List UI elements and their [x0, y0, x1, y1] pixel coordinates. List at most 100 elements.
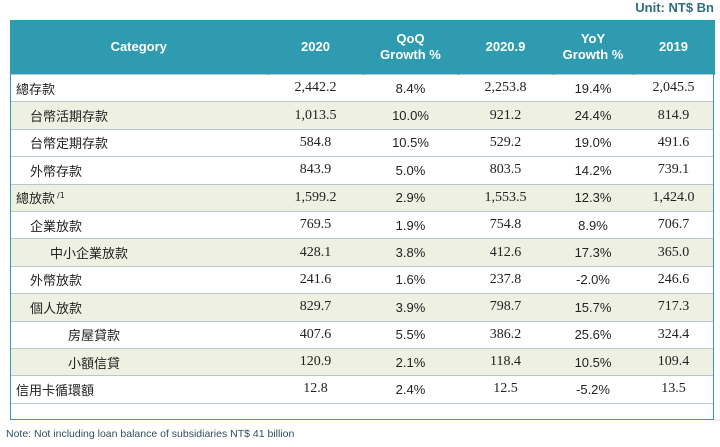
cell-2020: 120.9 [268, 347, 363, 376]
table-row: 企業放款 769.5 1.9% 754.8 8.9% 706.7 [10, 210, 714, 239]
footnote: Note: Not including loan balance of subs… [6, 428, 295, 440]
cell-qoq: 1.6% [363, 265, 458, 294]
cell-2020: 1,013.5 [268, 101, 363, 130]
cell-2020-9: 12.5 [458, 375, 553, 404]
cell-2020: 829.7 [268, 293, 363, 322]
cell-yoy: 8.9% [553, 210, 633, 239]
cell-2020: 843.9 [268, 156, 363, 185]
cell-2020-9: 529.2 [458, 128, 553, 157]
cell-yoy: 19.4% [553, 73, 633, 102]
row-category: 總放款/1 [10, 183, 268, 212]
table-row: 房屋貸款 407.6 5.5% 386.2 25.6% 324.4 [10, 320, 714, 349]
cell-yoy: -5.2% [553, 375, 633, 404]
cell-2020-9: 118.4 [458, 347, 553, 376]
cell-2020: 2,442.2 [268, 73, 363, 102]
cell-2020-9: 237.8 [458, 265, 553, 294]
row-category: 外幣存款 [10, 156, 268, 185]
cell-2020: 407.6 [268, 320, 363, 349]
cell-2019: 13.5 [633, 375, 714, 404]
row-category: 中小企業放款 [10, 238, 268, 267]
cell-2020: 241.6 [268, 265, 363, 294]
cell-2019: 814.9 [633, 101, 714, 130]
cell-qoq: 3.9% [363, 293, 458, 322]
cell-2019: 1,424.0 [633, 183, 714, 212]
row-category: 小額信貸 [10, 347, 268, 376]
table-row: 總放款/1 1,599.2 2.9% 1,553.5 12.3% 1,424.0 [10, 183, 714, 212]
table-body: 總存款 2,442.2 8.4% 2,253.8 19.4% 2,045.5 台… [10, 73, 714, 404]
cell-2020-9: 921.2 [458, 101, 553, 130]
cell-qoq: 2.1% [363, 347, 458, 376]
cell-2020-9: 412.6 [458, 238, 553, 267]
cell-yoy: 12.3% [553, 183, 633, 212]
cell-2019: 2,045.5 [633, 73, 714, 102]
deposits-loans-table: Category 2020 QoQ Growth % 2020.9 YoY Gr… [10, 20, 715, 404]
row-category: 外幣放款 [10, 265, 268, 294]
cell-2019: 324.4 [633, 320, 714, 349]
table-row: 台幣定期存款 584.8 10.5% 529.2 19.0% 491.6 [10, 128, 714, 157]
table-row: 外幣放款 241.6 1.6% 237.8 -2.0% 246.6 [10, 265, 714, 294]
cell-2020-9: 2,253.8 [458, 73, 553, 102]
table-row: 信用卡循環額 12.8 2.4% 12.5 -5.2% 13.5 [10, 375, 714, 404]
header-2019: 2019 [633, 20, 715, 75]
row-category: 台幣活期存款 [10, 101, 268, 130]
cell-yoy: 19.0% [553, 128, 633, 157]
unit-label: Unit: NT$ Bn [635, 0, 714, 15]
cell-2020: 12.8 [268, 375, 363, 404]
cell-qoq: 5.5% [363, 320, 458, 349]
cell-2020: 769.5 [268, 210, 363, 239]
header-qoq-line1: QoQ [396, 31, 425, 46]
cell-yoy: 14.2% [553, 156, 633, 185]
cell-yoy: 24.4% [553, 101, 633, 130]
table-row: 台幣活期存款 1,013.5 10.0% 921.2 24.4% 814.9 [10, 101, 714, 130]
footnote-marker: /1 [57, 190, 65, 200]
row-category: 房屋貸款 [10, 320, 268, 349]
row-category: 台幣定期存款 [10, 128, 268, 157]
header-2020-9: 2020.9 [458, 20, 554, 75]
header-yoy-line2: Growth % [562, 47, 624, 62]
cell-2020: 1,599.2 [268, 183, 363, 212]
cell-2019: 109.4 [633, 347, 714, 376]
cell-2019: 365.0 [633, 238, 714, 267]
table-row: 總存款 2,442.2 8.4% 2,253.8 19.4% 2,045.5 [10, 73, 714, 102]
row-category: 企業放款 [10, 210, 268, 239]
header-yoy: YoY Growth % [553, 20, 634, 75]
header-yoy-line1: YoY [580, 31, 606, 46]
header-2020: 2020 [268, 20, 364, 75]
table-header: Category 2020 QoQ Growth % 2020.9 YoY Gr… [10, 20, 715, 75]
table-row: 外幣存款 843.9 5.0% 803.5 14.2% 739.1 [10, 156, 714, 185]
table-row: 中小企業放款 428.1 3.8% 412.6 17.3% 365.0 [10, 238, 714, 267]
cell-2019: 246.6 [633, 265, 714, 294]
row-category: 總存款 [10, 73, 268, 102]
cell-qoq: 10.0% [363, 101, 458, 130]
cell-2020-9: 1,553.5 [458, 183, 553, 212]
cell-qoq: 10.5% [363, 128, 458, 157]
cell-2019: 717.3 [633, 293, 714, 322]
row-category: 信用卡循環額 [10, 375, 268, 404]
cell-yoy: 15.7% [553, 293, 633, 322]
cell-2019: 491.6 [633, 128, 714, 157]
row-category: 個人放款 [10, 293, 268, 322]
cell-qoq: 8.4% [363, 73, 458, 102]
cell-2019: 739.1 [633, 156, 714, 185]
cell-2020-9: 386.2 [458, 320, 553, 349]
cell-2020-9: 798.7 [458, 293, 553, 322]
cell-qoq: 1.9% [363, 210, 458, 239]
cell-qoq: 2.9% [363, 183, 458, 212]
cell-qoq: 2.4% [363, 375, 458, 404]
cell-yoy: -2.0% [553, 265, 633, 294]
table-row: 個人放款 829.7 3.9% 798.7 15.7% 717.3 [10, 293, 714, 322]
cell-qoq: 3.8% [363, 238, 458, 267]
cell-yoy: 17.3% [553, 238, 633, 267]
cell-2020: 428.1 [268, 238, 363, 267]
cell-2019: 706.7 [633, 210, 714, 239]
cell-2020-9: 754.8 [458, 210, 553, 239]
cell-2020: 584.8 [268, 128, 363, 157]
cell-yoy: 25.6% [553, 320, 633, 349]
cell-qoq: 5.0% [363, 156, 458, 185]
cell-yoy: 10.5% [553, 347, 633, 376]
header-category: Category [10, 20, 269, 75]
cell-2020-9: 803.5 [458, 156, 553, 185]
row-category-label: 總放款 [16, 192, 56, 208]
header-qoq-line2: Growth % [380, 47, 441, 62]
header-qoq: QoQ Growth % [363, 20, 459, 75]
